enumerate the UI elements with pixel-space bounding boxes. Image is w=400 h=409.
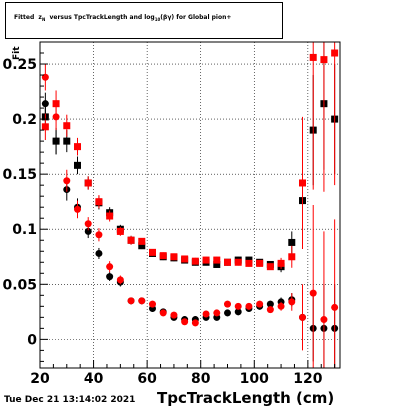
data-series: [41, 42, 339, 368]
data-point-square: [138, 237, 146, 245]
axes: 20 40 60 80 100 120 0 0.05 0.1 0.15 0.2 0.25: [2, 41, 341, 387]
data-point-square: [299, 179, 306, 187]
data-point-circle: [266, 300, 274, 308]
data-point-circle: [149, 300, 156, 308]
x-tick-label: 80: [191, 371, 211, 387]
data-point-circle: [245, 302, 253, 310]
data-point-square: [320, 56, 328, 64]
x-tick-label: 120: [293, 371, 322, 387]
data-point-square: [256, 259, 264, 267]
data-point-circle: [234, 308, 242, 316]
data-point-circle: [224, 300, 231, 308]
plot-frame: [39, 41, 341, 369]
data-point-square: [266, 263, 274, 271]
x-axis-label: TpcTrackLength (cm): [157, 389, 335, 407]
data-point-square: [63, 122, 71, 130]
data-point-circle: [74, 205, 81, 213]
data-point-circle: [106, 263, 114, 271]
data-point-square: [74, 161, 81, 169]
data-point-square: [127, 236, 135, 244]
data-point-circle: [84, 220, 92, 228]
series-1: [41, 92, 339, 368]
data-point-circle: [299, 313, 306, 321]
timestamp: Tue Dec 21 13:14:02 2021: [4, 395, 136, 405]
data-point-circle: [224, 309, 231, 317]
data-point-square: [245, 259, 253, 267]
data-point-square: [234, 258, 242, 266]
data-point-circle: [331, 303, 339, 311]
data-point-square: [202, 256, 210, 264]
data-point-square: [63, 137, 71, 145]
data-point-circle: [116, 276, 124, 284]
grid-lines: [39, 42, 340, 368]
data-point-circle: [52, 137, 60, 145]
data-point-square: [277, 259, 285, 267]
data-point-square: [159, 252, 167, 260]
data-point-square: [170, 253, 178, 261]
series-2: [41, 42, 339, 271]
data-point-square: [331, 49, 339, 57]
data-point-square: [288, 253, 296, 261]
y-tick-label: 0.2: [12, 112, 37, 128]
data-point-square: [309, 53, 317, 61]
y-tick-label: 0.25: [2, 57, 37, 73]
data-point-circle: [256, 300, 264, 308]
data-point-square: [191, 257, 199, 265]
data-point-circle: [63, 177, 71, 185]
data-point-square: [288, 238, 296, 246]
data-point-circle: [181, 318, 189, 326]
series-3: [41, 64, 339, 368]
data-point-square: [213, 260, 221, 268]
data-point-circle: [202, 310, 210, 318]
y-tick-label: 0.05: [2, 277, 37, 293]
data-point-circle: [277, 302, 285, 310]
data-point-circle: [95, 231, 103, 239]
data-point-circle: [84, 227, 92, 235]
data-point-square: [181, 255, 189, 263]
data-point-square: [106, 212, 114, 220]
chart-title: Fitted zN versus TpcTrackLength and log1…: [14, 14, 232, 23]
data-point-circle: [95, 249, 103, 257]
data-point-circle: [170, 311, 178, 319]
data-point-square: [74, 143, 81, 151]
x-tick-label: 20: [30, 371, 50, 387]
data-point-square: [149, 248, 156, 256]
data-point-circle: [159, 309, 167, 317]
series-0: [41, 42, 339, 273]
data-point-circle: [288, 298, 296, 306]
data-point-circle: [106, 273, 114, 281]
y-tick-label: 0.1: [12, 222, 37, 238]
x-tick-label: 40: [84, 371, 104, 387]
data-point-square: [95, 198, 103, 206]
data-point-circle: [138, 297, 146, 305]
data-point-square: [138, 242, 146, 250]
title-box: Fitted zN versus TpcTrackLength and log1…: [5, 2, 283, 39]
data-point-square: [84, 179, 92, 187]
x-tick-label: 100: [240, 371, 269, 387]
data-point-square: [224, 258, 231, 266]
data-point-circle: [266, 306, 274, 314]
x-tick-label: 60: [137, 371, 157, 387]
data-point-circle: [309, 289, 317, 297]
data-point-circle: [127, 297, 135, 305]
y-axis-label: Fit: [12, 46, 22, 60]
y-tick-label: 0: [27, 332, 37, 348]
data-point-square: [213, 256, 221, 264]
data-point-square: [41, 123, 49, 131]
data-point-circle: [234, 302, 242, 310]
data-point-circle: [52, 113, 60, 121]
data-point-circle: [320, 316, 328, 324]
data-point-circle: [191, 319, 199, 327]
data-point-square: [116, 227, 124, 235]
data-point-circle: [213, 309, 221, 317]
y-tick-label: 0.15: [2, 167, 37, 183]
data-point-circle: [41, 100, 49, 108]
